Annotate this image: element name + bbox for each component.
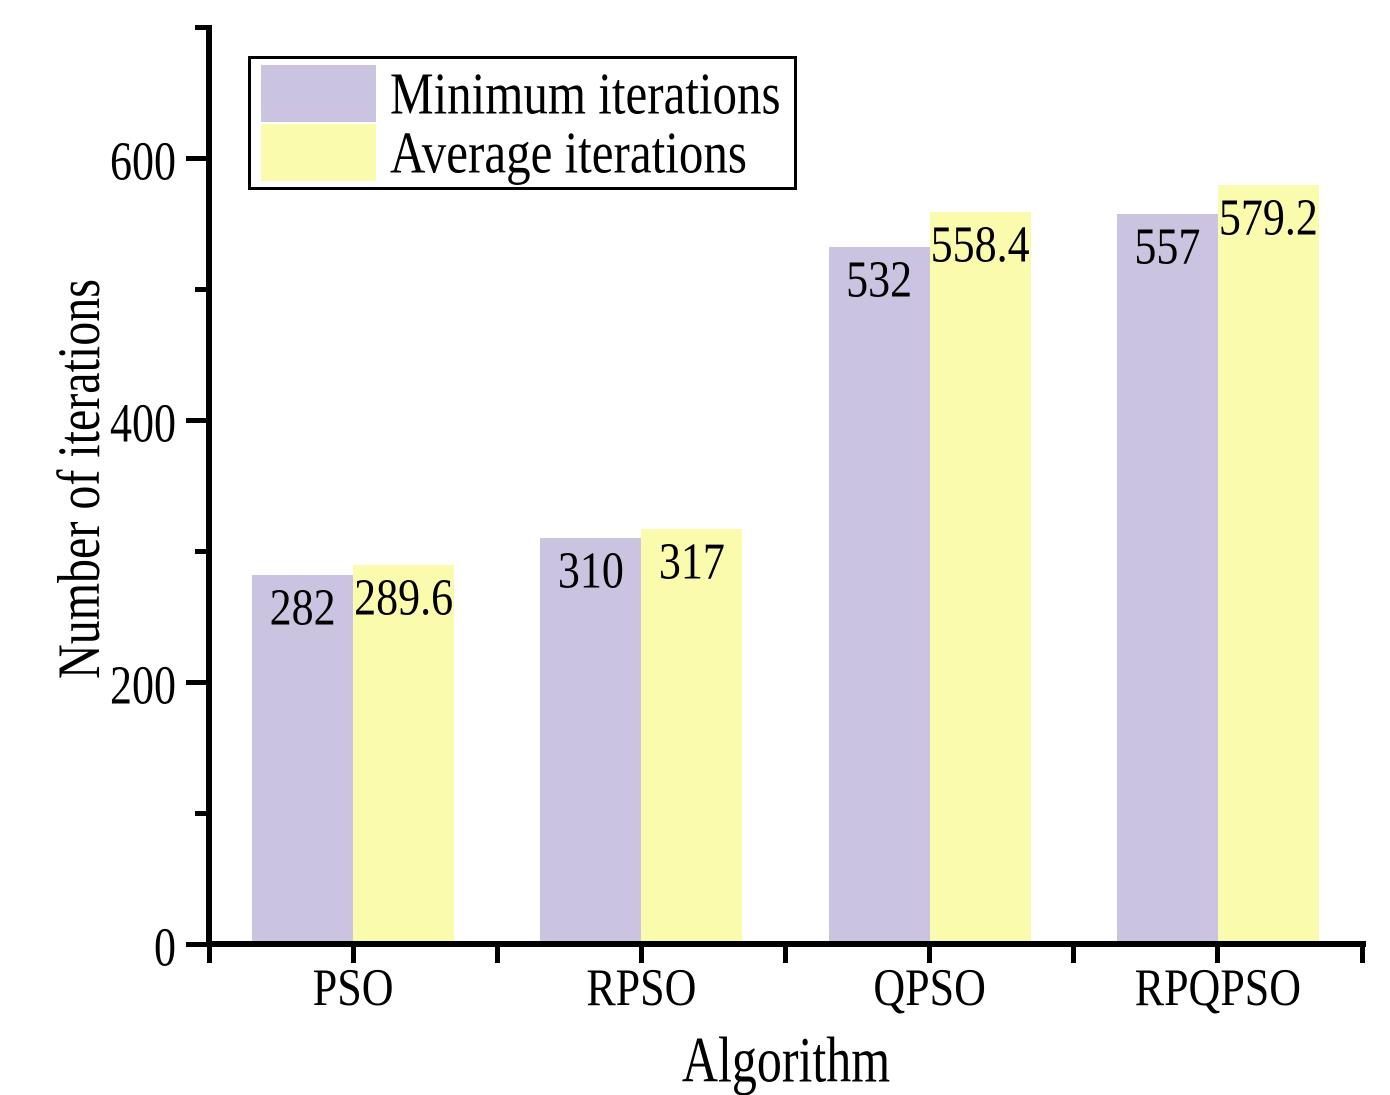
bar-value-text: 557: [1134, 217, 1201, 276]
x-axis-tick: [1359, 947, 1365, 963]
legend-swatch-average-iterations: [261, 124, 376, 181]
bar-value-text: 532: [846, 250, 913, 309]
y-tick-label: 600: [0, 134, 176, 209]
bar-qpso-average: [929, 212, 1031, 944]
bar-value-label: 289.6: [354, 568, 503, 623]
legend-item-average-iterations: Average iterations: [261, 119, 784, 186]
legend-item-minimum-iterations: Minimum iterations: [261, 60, 784, 127]
legend: Minimum iterations Average iterations: [248, 56, 797, 190]
bar-value-text: 558.4: [930, 215, 1030, 274]
legend-label-text: Average iterations: [390, 119, 747, 186]
y-axis-major-tick: [186, 941, 208, 947]
x-axis-line: [206, 941, 1366, 947]
x-axis-title: Algorithm: [682, 1023, 994, 1092]
x-category-label-text: QPSO: [873, 958, 986, 1018]
bar-rpso-minimum: [540, 537, 642, 944]
x-axis-tick: [1071, 947, 1077, 963]
y-tick-label-text: 600: [110, 130, 176, 192]
bar-pso-average: [353, 564, 455, 944]
y-axis-minor-tick: [195, 286, 206, 292]
x-axis-title-text: Algorithm: [681, 1023, 891, 1095]
y-tick-label-text: 0: [154, 916, 176, 978]
legend-label-text: Minimum iterations: [390, 60, 781, 127]
bar-value-label: 317: [659, 532, 758, 587]
x-axis-tick: [783, 947, 788, 963]
bar-value-text: 317: [658, 532, 725, 590]
bar-value-label: 310: [558, 541, 657, 596]
x-category-label: PSO: [313, 958, 434, 1014]
y-axis-major-tick: [186, 155, 208, 161]
bar-rpqpso-average: [1217, 185, 1319, 944]
bar-value-label: 557: [1134, 217, 1233, 273]
y-tick-label-text: 400: [110, 392, 176, 454]
y-tick-label-text: 200: [110, 654, 176, 716]
x-category-label-text: PSO: [312, 958, 394, 1018]
y-axis-line: [206, 25, 212, 947]
bar-value-text: 579.2: [1218, 188, 1318, 247]
bar-rpqpso-minimum: [1116, 214, 1218, 944]
bar-rpso-average: [641, 528, 743, 944]
bar-value-text: 282: [269, 578, 336, 636]
x-category-label: RPSO: [586, 958, 751, 1014]
y-tick-label: 0: [0, 920, 176, 995]
bar-value-text: 289.6: [354, 568, 454, 626]
x-axis-tick: [206, 947, 212, 963]
y-axis-major-tick: [186, 679, 208, 685]
x-category-label-text: RPSO: [586, 958, 697, 1018]
y-axis-major-tick: [186, 417, 208, 423]
y-tick-label: 200: [0, 658, 176, 733]
bar-pso-minimum: [252, 574, 354, 944]
bar-value-text: 310: [557, 541, 624, 600]
bar-value-label: 579.2: [1219, 188, 1367, 244]
y-axis-minor-tick: [195, 548, 206, 554]
x-category-label: RPQPSO: [1135, 958, 1384, 1014]
y-axis-minor-tick: [195, 24, 206, 30]
y-tick-label: 400: [0, 396, 176, 471]
legend-label: Minimum iterations: [390, 60, 781, 127]
legend-swatch-minimum-iterations: [261, 65, 376, 122]
bar-value-label: 282: [270, 578, 369, 633]
bar-qpso-minimum: [828, 247, 930, 944]
legend-label: Average iterations: [390, 119, 747, 186]
x-axis-tick: [927, 947, 933, 963]
bar-value-label: 558.4: [931, 215, 1079, 271]
bar-value-label: 532: [846, 250, 945, 305]
x-axis-tick: [1215, 947, 1221, 963]
x-category-label-text: RPQPSO: [1134, 958, 1302, 1018]
y-axis-minor-tick: [195, 810, 206, 816]
y-axis-title-text: Number of iterations: [46, 279, 113, 679]
y-axis-title: Number of iterations: [46, 279, 480, 679]
x-axis-tick: [494, 947, 500, 963]
x-category-label: QPSO: [873, 958, 1043, 1014]
x-axis-tick: [350, 947, 356, 963]
x-axis-tick: [638, 947, 644, 963]
